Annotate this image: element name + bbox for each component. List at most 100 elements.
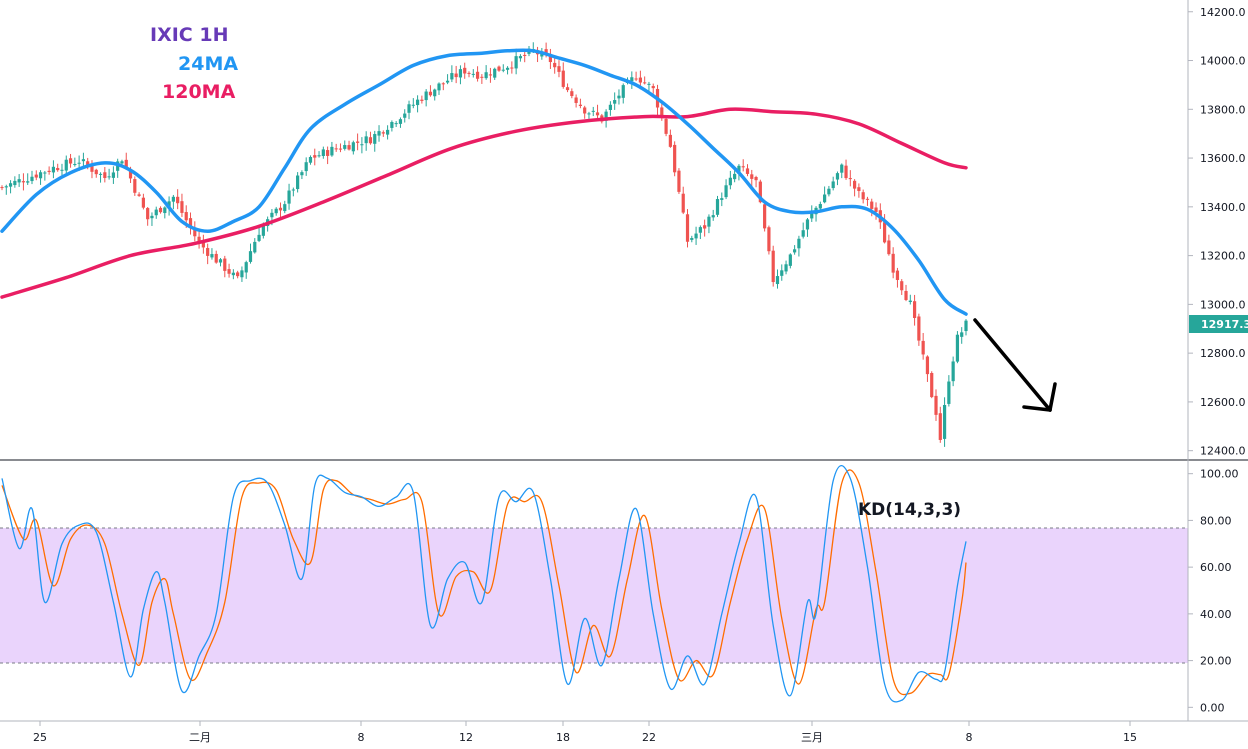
legend-title: IXIC 1H <box>150 24 228 46</box>
candle-body <box>377 131 381 136</box>
candle-body <box>891 253 895 273</box>
candle-body <box>608 104 612 110</box>
candle-body <box>356 141 360 143</box>
candle-body <box>938 413 942 440</box>
candle-body <box>206 248 210 256</box>
candle-body <box>827 188 831 195</box>
candle-body <box>544 49 548 55</box>
candle-body <box>17 179 21 183</box>
candle-body <box>874 207 878 212</box>
candle-body <box>77 162 81 164</box>
price-axis: 12400.0 12600.0 12800.0 13000.0 13200.0 13400… <box>1188 6 1246 458</box>
candle-body <box>231 272 235 276</box>
kd-lines <box>1 464 967 703</box>
last-price-label: 12917.3 <box>1201 318 1248 331</box>
candle-body <box>411 104 415 106</box>
candle-body <box>317 155 321 157</box>
candle-body <box>801 230 805 237</box>
candle-body <box>218 259 223 263</box>
ma120-line <box>0 107 968 299</box>
candle-body <box>347 145 351 150</box>
candle-body <box>493 68 497 78</box>
candle-body <box>578 104 582 106</box>
candle-body <box>73 164 77 166</box>
candle-body <box>338 148 343 150</box>
candle-body <box>308 156 313 163</box>
candle-body <box>81 159 86 162</box>
candle-body <box>450 73 454 80</box>
candle-body <box>137 194 141 196</box>
candle-body <box>94 169 98 175</box>
candle-body <box>921 340 925 355</box>
candle-body <box>278 207 283 211</box>
candle-body <box>557 66 561 72</box>
candle-body <box>128 169 133 179</box>
candle-body <box>274 208 278 214</box>
candle-body <box>634 78 638 80</box>
candle-body <box>86 161 90 166</box>
candle-body <box>904 290 908 300</box>
candle-body <box>381 132 385 134</box>
candle-body <box>261 225 265 236</box>
candle-body <box>103 172 107 178</box>
candle-body <box>715 199 720 215</box>
candle-body <box>13 180 17 186</box>
candle-body <box>758 181 762 203</box>
candle-body <box>30 176 34 182</box>
candle-body <box>925 356 930 375</box>
candle-body <box>458 69 463 78</box>
candle-body <box>630 77 634 82</box>
candle-body <box>296 175 300 190</box>
price-tick-label: 13000.0 <box>1200 298 1246 311</box>
candle-body <box>643 82 647 84</box>
candle-body <box>321 149 325 156</box>
candle-body <box>570 91 574 97</box>
candle-body <box>193 229 197 237</box>
candle-body <box>754 177 758 181</box>
candle-body <box>111 172 115 178</box>
candle-body <box>887 240 891 255</box>
candle-body <box>930 373 934 398</box>
candle-body <box>917 316 921 341</box>
candle-body <box>433 89 437 97</box>
candle-body <box>895 270 900 280</box>
candle-body <box>68 158 73 164</box>
candle-body <box>475 71 480 79</box>
kd-title: KD(14,3,3) <box>858 500 961 520</box>
candle-body <box>8 183 13 187</box>
candle-body <box>805 219 810 230</box>
candle-body <box>771 250 775 283</box>
candle-body <box>861 192 865 200</box>
candle-body <box>835 173 840 180</box>
candle-body <box>227 269 231 274</box>
legend-ma120: 120MA <box>162 81 236 103</box>
candle-body <box>844 165 848 179</box>
candle-body <box>711 215 715 218</box>
candle-body <box>236 272 240 277</box>
candle-body <box>480 76 484 78</box>
price-tick-label: 14200.0 <box>1200 6 1246 19</box>
candle-body <box>171 196 175 202</box>
candle-body <box>510 67 514 69</box>
candle-body <box>810 213 814 219</box>
candle-body <box>848 178 852 180</box>
candle-body <box>840 164 844 173</box>
time-axis: 25 二月 8 12 18 22 三月 8 15 <box>33 721 1137 744</box>
candle-body <box>201 242 205 248</box>
candle-body <box>587 113 591 115</box>
candle-body <box>257 234 261 241</box>
candle-body <box>960 332 964 337</box>
time-tick-label: 18 <box>556 731 570 744</box>
price-tick-label: 13200.0 <box>1200 250 1246 263</box>
candle-body <box>26 181 30 183</box>
candle-body <box>210 254 214 258</box>
candle-body <box>343 145 347 149</box>
candle-body <box>445 80 450 83</box>
candle-body <box>501 69 505 71</box>
kd-tick-label: 100.00 <box>1200 468 1239 481</box>
legend-ma24: 24MA <box>178 53 238 75</box>
candle-body <box>912 301 917 318</box>
candle-body <box>330 146 334 156</box>
candle-body <box>673 144 677 173</box>
candle-body <box>150 215 154 219</box>
